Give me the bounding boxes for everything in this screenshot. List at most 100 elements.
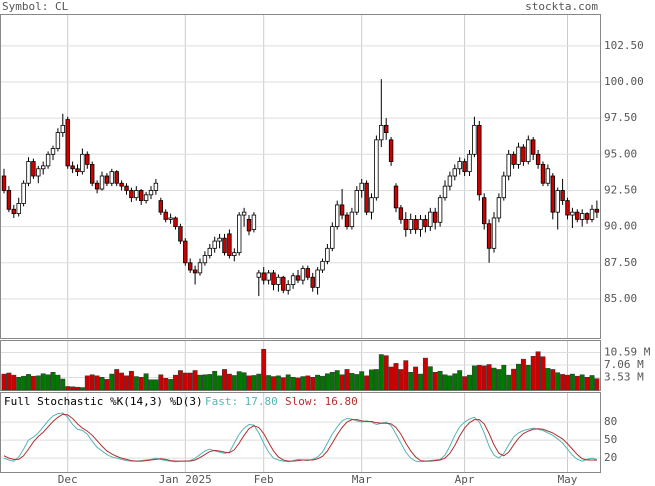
candle-body [173, 217, 178, 228]
candle-body [124, 185, 129, 191]
y-tick-label: 80 [604, 415, 617, 428]
candle-body [143, 194, 149, 201]
candle-body [251, 214, 257, 230]
candle-body [26, 161, 31, 184]
candle-body [60, 124, 65, 134]
volume-bar [30, 375, 36, 391]
candle-body [241, 211, 247, 216]
candle-body [408, 218, 413, 230]
volume-bar [295, 377, 301, 391]
x-tick-label: Mar [352, 473, 372, 486]
candle-body [202, 255, 208, 264]
volume-bar [114, 369, 120, 391]
volume-bar [79, 387, 85, 391]
candle-body [594, 208, 600, 213]
volume-bar [354, 374, 360, 391]
stochastic-panel [0, 392, 601, 473]
volume-bar [187, 372, 193, 391]
x-tick-label: Dec [58, 473, 78, 486]
volume-bar [202, 374, 208, 391]
volume-bar [418, 373, 423, 391]
volume-bar [437, 370, 443, 391]
candle-body [467, 153, 472, 173]
volume-bar [462, 376, 468, 391]
candle-body [325, 247, 330, 262]
volume-bar [535, 351, 541, 391]
volume-bar [452, 373, 458, 391]
y-tick-label: 87.50 [604, 256, 637, 269]
candle-body [104, 175, 110, 184]
volume-bar [231, 375, 237, 391]
candle-body [339, 204, 345, 216]
volume-bar [275, 375, 281, 391]
volume-bar [300, 376, 306, 391]
legend-name: Fast: [205, 395, 238, 408]
y-tick-label: 7.06 M [604, 358, 644, 371]
volume-bar [212, 370, 218, 391]
candle-body [521, 146, 526, 162]
volume-bar [241, 372, 247, 391]
volume-bar [413, 366, 419, 391]
candle-body [119, 182, 124, 187]
stochastic-line [3, 413, 597, 462]
candle-body [511, 153, 516, 165]
candle-body [45, 153, 51, 167]
volume-bar [457, 370, 463, 391]
candle-body [589, 208, 595, 220]
candle-body [305, 268, 310, 278]
candle-body [359, 182, 364, 191]
volume-bar [574, 375, 580, 391]
y-tick-label: 10.59 M [604, 345, 651, 358]
volume-bar [251, 375, 257, 391]
volume-bar [173, 374, 178, 391]
y-tick-label: 3.53 M [604, 370, 644, 383]
volume-bar [501, 364, 507, 391]
volume-bar [138, 376, 144, 391]
legend-name: Slow: [285, 395, 318, 408]
volume-bar [334, 370, 340, 391]
candle-body [369, 197, 374, 213]
volume-bar [476, 364, 482, 391]
volume-bar [540, 356, 546, 391]
candle-body [330, 226, 335, 249]
volume-bar [148, 379, 154, 391]
candle-body [300, 268, 306, 281]
volume-bar [324, 373, 330, 391]
candle-body [526, 139, 531, 162]
volume-bar [143, 373, 149, 391]
candle-body [21, 182, 26, 204]
volume-bar [109, 373, 115, 391]
volume-bar [290, 376, 296, 391]
volume-bar [320, 375, 325, 391]
volume-bar [516, 363, 521, 391]
volume-bar [55, 374, 61, 391]
candle-body [462, 161, 467, 173]
volume-bar [520, 358, 526, 391]
stochastic-title: Full Stochastic %K(14,3) %D(3) [4, 395, 203, 408]
volume-bar [177, 370, 183, 391]
volume-bar [388, 366, 394, 391]
volume-bar [594, 378, 600, 391]
volume-bar [491, 367, 497, 391]
volume-bar [403, 360, 409, 391]
candle-body [555, 190, 560, 213]
symbol-label: Symbol: CL [2, 0, 69, 13]
volume-bar [60, 378, 66, 391]
candle-body [85, 153, 90, 165]
y-tick-label: 85.00 [604, 292, 637, 305]
candle-body [531, 139, 536, 155]
volume-bar [197, 374, 203, 391]
candle-body [310, 276, 315, 288]
candle-body [207, 247, 212, 256]
candle-body [50, 148, 56, 155]
candle-body [379, 124, 384, 141]
volume-bar [45, 374, 51, 391]
volume-bar [285, 374, 291, 391]
candle-body [183, 240, 188, 264]
candle-body [349, 211, 355, 228]
volume-bar [432, 372, 438, 391]
volume-bar [217, 375, 223, 391]
volume-bar [89, 374, 95, 391]
volume-bar [75, 386, 80, 391]
candle-body [55, 132, 61, 149]
